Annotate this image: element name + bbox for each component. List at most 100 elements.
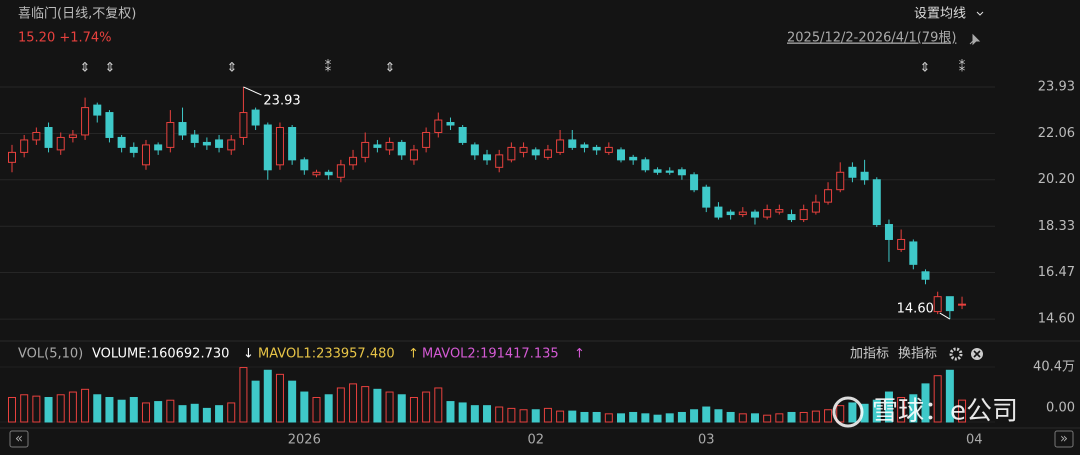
volume-bar bbox=[921, 383, 930, 423]
candle-body bbox=[653, 169, 662, 173]
scroll-right[interactable] bbox=[1054, 430, 1074, 448]
candle-body bbox=[154, 144, 163, 151]
watermark: 雪球：e公司 bbox=[872, 397, 1018, 427]
event-marker[interactable]: ⇕ bbox=[80, 61, 91, 76]
volume-bar bbox=[422, 391, 431, 423]
add-indicator[interactable]: 加指标 bbox=[850, 347, 889, 362]
event-marker[interactable]: ⇕ bbox=[920, 61, 931, 76]
volume-bar bbox=[434, 387, 443, 423]
candle-body bbox=[507, 146, 516, 161]
event-marker[interactable]: ⇕ bbox=[227, 61, 238, 76]
candle-body bbox=[897, 238, 906, 250]
dropdown-icon[interactable] bbox=[976, 11, 984, 16]
legend-entry: MAVOL1:233957.480 bbox=[258, 347, 395, 362]
candle-body bbox=[811, 201, 820, 213]
candle-body bbox=[860, 171, 869, 181]
event-marker[interactable]: ⁑ bbox=[325, 60, 332, 76]
volume-bar bbox=[288, 380, 297, 423]
volume-bar bbox=[190, 403, 199, 423]
volume-bar bbox=[726, 411, 735, 423]
volume-bar bbox=[129, 396, 138, 423]
candle-body bbox=[409, 149, 418, 161]
event-marker[interactable]: ⇕ bbox=[385, 61, 396, 76]
candle-body bbox=[677, 169, 686, 176]
candle-body bbox=[166, 122, 175, 148]
candle-body bbox=[787, 214, 796, 221]
candle-body bbox=[958, 303, 967, 306]
volume-bar bbox=[799, 411, 808, 423]
scroll-left[interactable] bbox=[9, 430, 29, 448]
volume-bar bbox=[141, 402, 150, 423]
volume-tick-label: 40.4万 bbox=[1033, 360, 1075, 375]
candle-body bbox=[434, 119, 443, 133]
volume-bar bbox=[909, 394, 918, 423]
candle-body bbox=[470, 144, 479, 156]
volume-title: VOL(5,10) bbox=[18, 347, 83, 362]
candle-body bbox=[312, 171, 321, 176]
candle-body bbox=[556, 139, 565, 153]
candle-body bbox=[531, 149, 540, 156]
legend-entry: VOLUME:160692.730 bbox=[92, 347, 229, 362]
volume-bar bbox=[275, 373, 284, 423]
candle-body bbox=[81, 107, 90, 136]
volume-bar bbox=[811, 410, 820, 423]
volume-bar bbox=[677, 411, 686, 423]
candle-body bbox=[763, 209, 772, 218]
volume-bar bbox=[750, 413, 759, 423]
volume-bar bbox=[227, 402, 236, 423]
volume-bar bbox=[617, 413, 625, 423]
volume-bar bbox=[629, 411, 638, 423]
y-tick-label: 23.93 bbox=[1038, 79, 1075, 94]
event-marker[interactable]: ⇕ bbox=[105, 61, 116, 76]
volume-bar bbox=[300, 391, 309, 423]
quote: 15.20 +1.74% bbox=[18, 31, 112, 46]
volume-bar bbox=[495, 406, 504, 423]
pin-icon[interactable] bbox=[969, 33, 981, 46]
candle-body bbox=[93, 104, 102, 116]
date-range: 2025/12/2-2026/4/1(79根) bbox=[787, 31, 956, 46]
candle-body bbox=[275, 126, 284, 166]
candle-body bbox=[799, 209, 808, 221]
volume-bar bbox=[215, 405, 224, 423]
volume-bar bbox=[787, 411, 796, 423]
stock-title: 喜临门(日线,不复权) bbox=[18, 6, 136, 22]
candle-body bbox=[848, 166, 857, 178]
volume-bar bbox=[933, 375, 942, 423]
volume-bar bbox=[8, 396, 16, 423]
event-marker[interactable]: ⁑ bbox=[959, 60, 966, 76]
candle-body bbox=[251, 109, 260, 126]
candle-body bbox=[921, 271, 930, 280]
candle-body bbox=[945, 296, 954, 312]
volume-bar bbox=[154, 401, 163, 423]
candle-body bbox=[202, 141, 211, 146]
y-tick-label: 16.47 bbox=[1038, 265, 1075, 280]
candle-body bbox=[580, 144, 589, 148]
candle-body bbox=[483, 154, 492, 161]
ma-setting[interactable]: 设置均线 bbox=[914, 7, 966, 22]
settings-icon[interactable] bbox=[949, 347, 963, 361]
candle-body bbox=[726, 211, 735, 216]
candle-body bbox=[141, 144, 150, 166]
scroll-left-icon[interactable]: « bbox=[15, 432, 23, 447]
scroll-right-icon[interactable]: » bbox=[1060, 432, 1068, 447]
volume-bar bbox=[409, 396, 418, 423]
candle-body bbox=[117, 136, 126, 148]
volume-bar bbox=[349, 383, 358, 423]
volume-bar bbox=[592, 411, 601, 423]
volume-bar bbox=[884, 391, 893, 423]
volume-bar bbox=[543, 407, 552, 423]
volume-bar bbox=[251, 380, 260, 423]
volume-bar bbox=[848, 402, 857, 423]
volume-bar bbox=[105, 396, 114, 423]
volume-bar bbox=[763, 414, 772, 423]
switch-indicator[interactable]: 换指标 bbox=[898, 347, 937, 362]
x-tick-label: 04 bbox=[966, 433, 983, 448]
volume-bar bbox=[202, 407, 211, 423]
candle-body bbox=[872, 179, 881, 226]
candle-body bbox=[909, 241, 918, 265]
candle-body bbox=[361, 141, 370, 158]
candle-body bbox=[824, 189, 833, 203]
candle-body bbox=[190, 134, 199, 143]
candle-body bbox=[300, 159, 309, 171]
volume-bar bbox=[239, 367, 248, 423]
